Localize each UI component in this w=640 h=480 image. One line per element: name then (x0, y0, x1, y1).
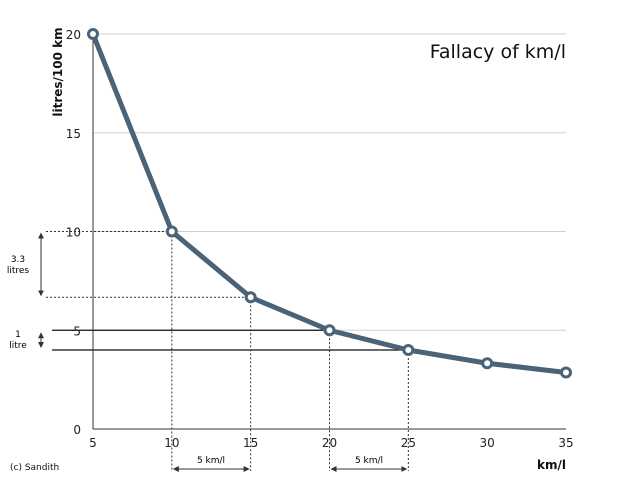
x-axis-label: km/l (537, 458, 566, 472)
data-point (87, 28, 99, 40)
series-line (90, 33, 567, 375)
data-point (244, 291, 257, 304)
data-point (560, 366, 572, 379)
y-tick-label: 20 (66, 28, 81, 42)
y-tick-label: 10 (66, 226, 81, 240)
data-point (165, 225, 178, 238)
y-tick-label: 5 (73, 324, 81, 338)
data-point (402, 344, 415, 356)
x-tick-label: 5 (89, 436, 97, 450)
annotation-1-line2: litre (9, 341, 27, 351)
data-point (481, 357, 494, 370)
x-tick-label: 30 (480, 436, 495, 450)
y-axis-label: litres/100 km (51, 27, 65, 116)
x-tick-label: 10 (164, 436, 179, 450)
x-tick-label: 15 (243, 436, 258, 450)
data-point (323, 324, 336, 337)
credit-text: (c) Sandith (10, 463, 59, 473)
y-tick-label: 15 (66, 127, 81, 141)
y-tick-label: 0 (73, 423, 81, 437)
annotation-3-3-line1: 3.3 (11, 255, 25, 265)
annotation-1-line1: 1 (15, 330, 21, 340)
x-tick-label: 20 (322, 436, 337, 450)
annotation-5kml-1: 5 km/l (197, 456, 225, 466)
x-tick-label: 25 (401, 436, 416, 450)
annotation-3-3-line2: litres (7, 266, 30, 276)
annotation-5kml-2: 5 km/l (355, 456, 383, 466)
x-tick-label: 35 (558, 436, 573, 450)
chart-title: Fallacy of km/l (430, 41, 566, 63)
